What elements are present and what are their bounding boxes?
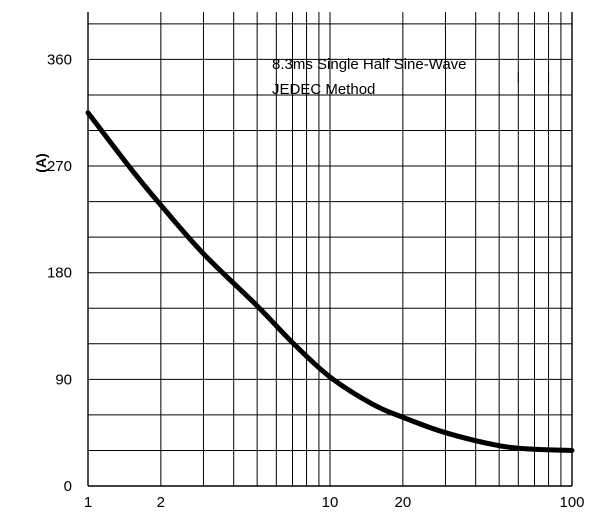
x-tick-label: 10 [322,494,339,511]
y-tick-label: 90 [55,371,72,388]
x-tick-label: 100 [559,494,584,511]
x-tick-label: 1 [84,494,92,511]
annotation-waveform: 8.3ms Single Half Sine-Wave [272,56,467,73]
y-axis-label: (A) [33,153,49,172]
x-tick-labels: 1 2 10 20 100 [84,494,585,511]
y-tick-label: 0 [64,478,72,495]
x-tick-label: 20 [395,494,412,511]
y-tick-label: 270 [47,158,72,175]
annotation-method: JEDEC Method [272,81,375,98]
y-tick-label: 360 [47,51,72,68]
y-tick-labels: 0 90 180 270 360 [47,51,72,495]
horizontal-grid [88,23,572,487]
vertical-grid [87,12,573,486]
x-tick-label: 2 [157,494,165,511]
series-line [85,110,575,453]
y-tick-label: 180 [47,265,72,282]
